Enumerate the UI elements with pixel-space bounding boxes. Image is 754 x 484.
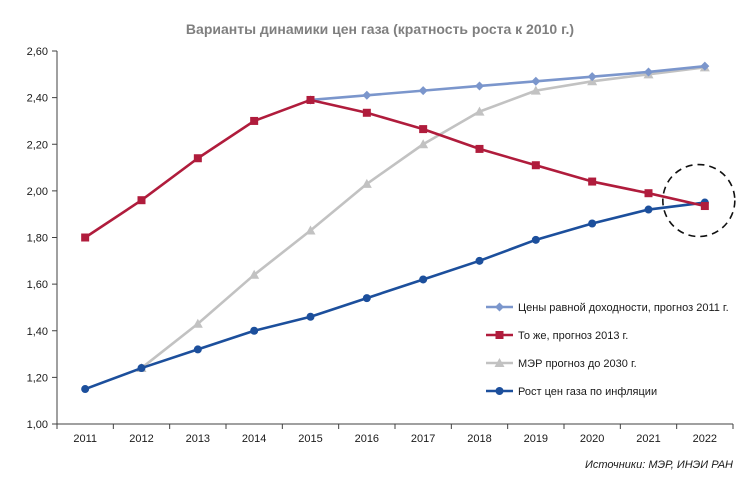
source-note: Источники: МЭР, ИНЭИ РАН xyxy=(585,459,733,471)
series-1-point xyxy=(418,86,428,96)
series-1-point xyxy=(644,67,653,77)
legend-label-1: Цены равной доходности, прогноз 2011 г. xyxy=(518,302,729,314)
legend-marker-4 xyxy=(495,387,504,395)
y-tick-label: 1,00 xyxy=(27,419,48,431)
x-tick-label: 2013 xyxy=(186,433,210,445)
series-2-point xyxy=(137,196,146,205)
series-1-point xyxy=(362,90,372,100)
series-4-point xyxy=(531,235,540,244)
x-tick-label: 2014 xyxy=(242,433,266,445)
series-3-point xyxy=(474,106,485,116)
y-tick-label: 2,40 xyxy=(27,93,48,105)
y-tick-label: 1,40 xyxy=(27,326,48,338)
series-1-point xyxy=(475,81,484,91)
y-tick-label: 1,60 xyxy=(27,279,48,291)
series-2-point xyxy=(306,95,315,104)
series-4-point xyxy=(362,294,371,303)
legend-marker-3 xyxy=(494,358,505,367)
x-tick-label: 2016 xyxy=(355,433,379,445)
x-tick-label: 2020 xyxy=(580,433,604,445)
x-tick-label: 2015 xyxy=(298,433,322,445)
series-3-point xyxy=(249,269,260,279)
series-3-point xyxy=(305,225,316,235)
series-2-point xyxy=(419,125,428,134)
series-line-1 xyxy=(310,64,705,102)
y-tick-label: 2,20 xyxy=(27,139,48,151)
series-1-point xyxy=(587,72,597,82)
series-4-point xyxy=(193,345,202,354)
x-tick-label: 2012 xyxy=(129,433,153,445)
legend-label-4: Рост цен газа по инфляции xyxy=(518,386,657,398)
series-2-point xyxy=(644,189,653,198)
series-2-point xyxy=(531,161,540,170)
x-tick-label: 2017 xyxy=(411,433,435,445)
series-4-point xyxy=(137,364,146,373)
series-4-point xyxy=(475,256,484,265)
legend-marker-2 xyxy=(495,331,504,339)
y-tick-label: 1,80 xyxy=(27,233,48,245)
series-3-point xyxy=(418,139,429,149)
x-tick-label: 2011 xyxy=(73,433,97,445)
series-4-point xyxy=(306,312,315,321)
series-2-point xyxy=(588,177,597,186)
legend-label-2: То же, прогноз 2013 г. xyxy=(518,330,628,342)
series-2-point xyxy=(362,108,371,117)
x-tick-label: 2021 xyxy=(636,433,660,445)
x-tick-label: 2019 xyxy=(524,433,548,445)
series-4-point xyxy=(419,275,428,284)
series-2-point xyxy=(475,144,484,153)
series-line-4 xyxy=(84,201,705,391)
series-4-point xyxy=(81,385,90,394)
series-line-2 xyxy=(84,98,706,239)
series-2-point xyxy=(700,202,709,211)
series-1-point xyxy=(531,76,541,86)
series-3-point xyxy=(530,85,541,95)
series-4-point xyxy=(644,205,653,214)
chart-title: Варианты динамики цен газа (кратность ро… xyxy=(186,21,574,37)
y-tick-label: 2,60 xyxy=(27,46,48,58)
plot-area: 1,00 1,20 1,40 1,60 1,80 2,00 2,20 2,40 2,60 2011… xyxy=(27,46,736,445)
series-2-point xyxy=(250,116,259,125)
series-2-point xyxy=(193,154,202,163)
y-tick-label: 2,00 xyxy=(27,186,48,198)
series-3-point xyxy=(361,178,372,188)
series-3-point xyxy=(192,318,203,328)
x-tick-label: 2022 xyxy=(693,433,717,445)
series-2-point xyxy=(81,233,90,242)
series-1-point xyxy=(700,61,710,71)
legend-marker-1 xyxy=(495,302,504,312)
y-tick-label: 1,20 xyxy=(27,372,48,384)
series-4-point xyxy=(250,326,259,335)
series-4-point xyxy=(588,219,597,228)
x-tick-label: 2018 xyxy=(467,433,491,445)
annotation-dashed-circle xyxy=(662,163,736,238)
legend-label-3: МЭР прогноз до 2030 г. xyxy=(518,358,637,370)
